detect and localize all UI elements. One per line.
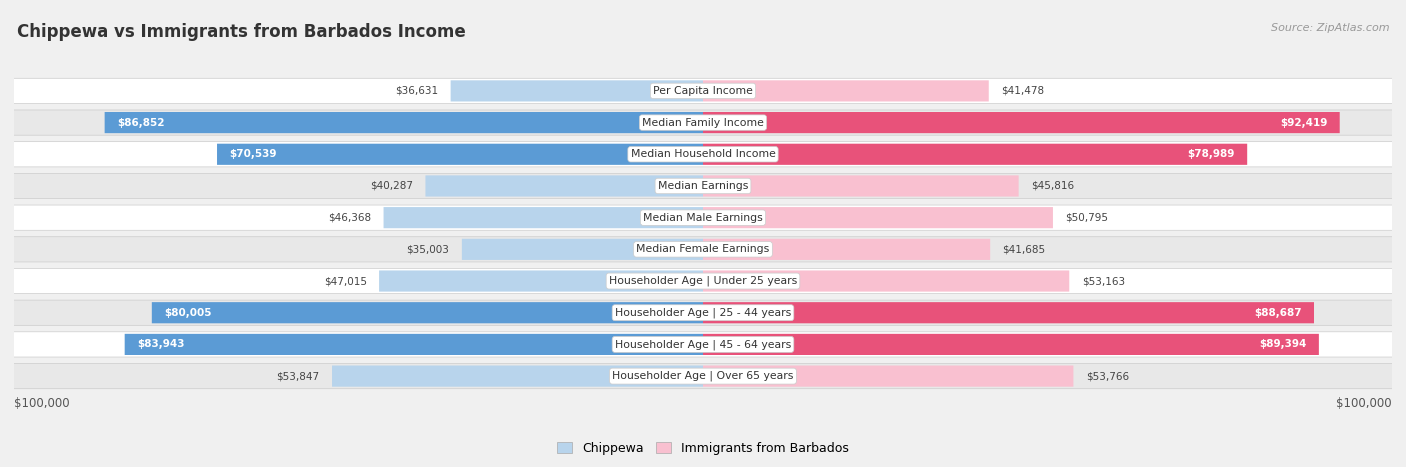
Text: $46,368: $46,368 [328,212,371,223]
FancyBboxPatch shape [104,112,703,133]
FancyBboxPatch shape [703,302,1315,323]
Text: $50,795: $50,795 [1066,212,1108,223]
Text: Householder Age | 25 - 44 years: Householder Age | 25 - 44 years [614,307,792,318]
Text: $53,163: $53,163 [1081,276,1125,286]
Text: $53,766: $53,766 [1085,371,1129,381]
FancyBboxPatch shape [7,205,1399,230]
FancyBboxPatch shape [7,269,1399,294]
Text: Median Earnings: Median Earnings [658,181,748,191]
FancyBboxPatch shape [7,363,1399,389]
Text: $78,989: $78,989 [1188,149,1234,159]
Text: Householder Age | Under 25 years: Householder Age | Under 25 years [609,276,797,286]
FancyBboxPatch shape [426,176,703,197]
FancyBboxPatch shape [7,237,1399,262]
FancyBboxPatch shape [703,207,1053,228]
Text: Chippewa vs Immigrants from Barbados Income: Chippewa vs Immigrants from Barbados Inc… [17,23,465,42]
FancyBboxPatch shape [461,239,703,260]
Text: $47,015: $47,015 [323,276,367,286]
Text: $89,394: $89,394 [1260,340,1306,349]
Text: $70,539: $70,539 [229,149,277,159]
Text: $41,685: $41,685 [1002,244,1046,255]
Text: $88,687: $88,687 [1254,308,1302,318]
FancyBboxPatch shape [7,110,1399,135]
FancyBboxPatch shape [703,112,1340,133]
FancyBboxPatch shape [703,176,1018,197]
FancyBboxPatch shape [703,334,1319,355]
FancyBboxPatch shape [384,207,703,228]
FancyBboxPatch shape [7,78,1399,104]
Text: $80,005: $80,005 [165,308,212,318]
Text: $92,419: $92,419 [1279,118,1327,127]
Text: $100,000: $100,000 [1336,396,1392,410]
Text: $40,287: $40,287 [370,181,413,191]
FancyBboxPatch shape [152,302,703,323]
Text: $36,631: $36,631 [395,86,439,96]
Text: $83,943: $83,943 [136,340,184,349]
Text: Median Male Earnings: Median Male Earnings [643,212,763,223]
FancyBboxPatch shape [703,270,1069,291]
Text: $86,852: $86,852 [117,118,165,127]
Text: Median Family Income: Median Family Income [643,118,763,127]
Text: Median Household Income: Median Household Income [630,149,776,159]
FancyBboxPatch shape [451,80,703,101]
FancyBboxPatch shape [7,332,1399,357]
FancyBboxPatch shape [703,144,1247,165]
FancyBboxPatch shape [332,366,703,387]
Text: $100,000: $100,000 [14,396,70,410]
FancyBboxPatch shape [7,300,1399,325]
Text: Per Capita Income: Per Capita Income [652,86,754,96]
Text: Median Female Earnings: Median Female Earnings [637,244,769,255]
Text: Householder Age | Over 65 years: Householder Age | Over 65 years [612,371,794,382]
Text: $41,478: $41,478 [1001,86,1045,96]
Text: $45,816: $45,816 [1031,181,1074,191]
FancyBboxPatch shape [125,334,703,355]
FancyBboxPatch shape [703,80,988,101]
Text: $35,003: $35,003 [406,244,450,255]
FancyBboxPatch shape [217,144,703,165]
FancyBboxPatch shape [7,173,1399,198]
FancyBboxPatch shape [703,366,1073,387]
Text: Householder Age | 45 - 64 years: Householder Age | 45 - 64 years [614,339,792,350]
Legend: Chippewa, Immigrants from Barbados: Chippewa, Immigrants from Barbados [553,437,853,460]
FancyBboxPatch shape [7,142,1399,167]
Text: $53,847: $53,847 [277,371,319,381]
FancyBboxPatch shape [703,239,990,260]
FancyBboxPatch shape [380,270,703,291]
Text: Source: ZipAtlas.com: Source: ZipAtlas.com [1271,23,1389,33]
